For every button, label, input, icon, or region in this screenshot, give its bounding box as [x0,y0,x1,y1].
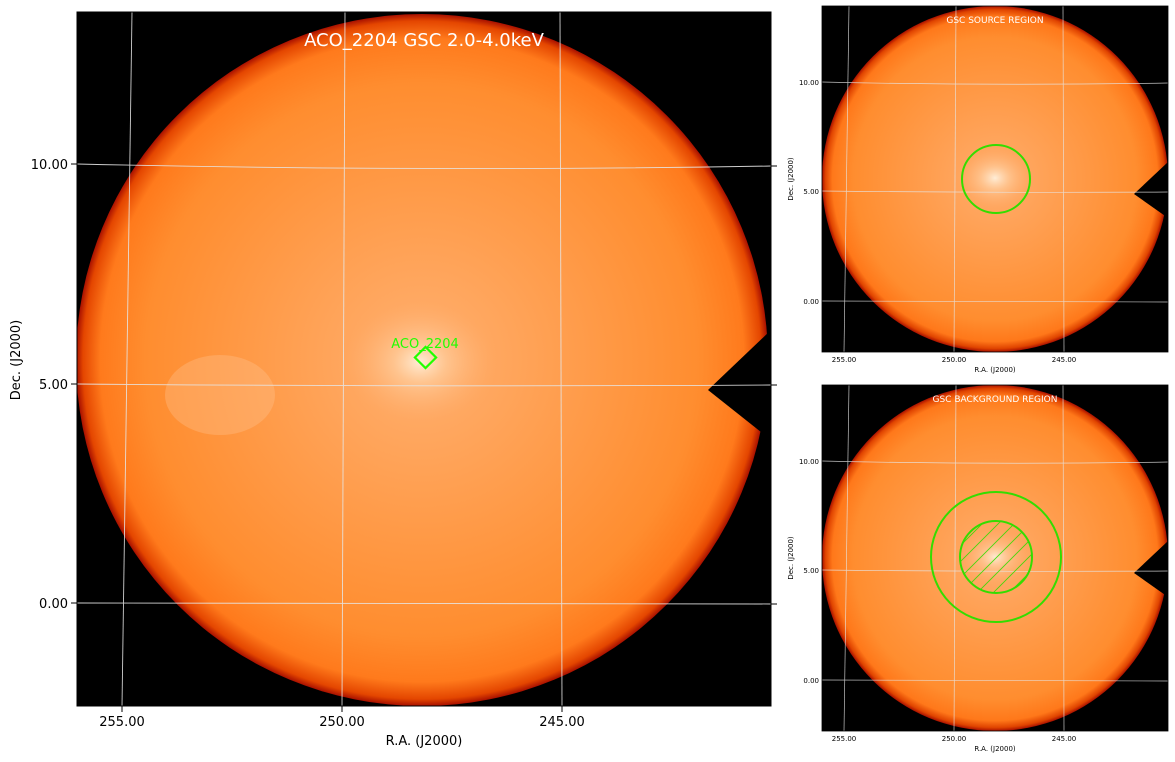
image-frame [76,11,772,707]
x-axis-label: R.A. (J2000) [386,734,463,749]
y-axis-label: Dec. (J2000) [787,536,795,580]
source-marker-diamond[interactable] [413,345,438,370]
background-annulus-inner[interactable] [959,520,1033,594]
x-tick-label: 255.00 [832,356,857,364]
background-region-panel: GSC BACKGROUND REGION 255.00 250.00 245.… [785,379,1175,758]
source-region-circle[interactable] [961,144,1031,214]
detector-notch [1134,162,1168,218]
x-tick-label: 250.00 [942,735,967,743]
x-tick-label: 245.00 [1052,735,1077,743]
y-tick-label: 5.00 [39,378,68,393]
detector-cut [1168,385,1175,731]
diffuse-emission [165,355,275,435]
image-frame [821,384,1169,732]
source-panel-title: GSC SOURCE REGION [946,16,1043,26]
background-annulus-outer[interactable] [930,491,1062,623]
main-image-svg: ACO_2204 ACO_2204 GSC 2.0-4.0keV 255.00 … [9,11,777,749]
source-region-svg: GSC SOURCE REGION 255.00 250.00 245.00 1… [787,5,1175,374]
x-tick-label: 245.00 [1052,356,1077,364]
cluster-emission [959,529,1031,585]
y-axis-label: Dec. (J2000) [787,157,795,201]
detector-cut [1168,6,1175,352]
main-image-title: ACO_2204 GSC 2.0-4.0keV [304,30,545,51]
x-tick-label: 250.00 [942,356,967,364]
background-region-svg: GSC BACKGROUND REGION 255.00 250.00 245.… [787,384,1175,753]
x-tick-label: 255.00 [832,735,857,743]
coordinate-grid [822,6,1168,352]
x-tick-label: 250.00 [319,715,365,730]
y-tick-label: 5.00 [803,188,819,196]
y-tick-label: 0.00 [39,597,68,612]
x-axis-label: R.A. (J2000) [974,366,1016,374]
coordinate-grid [77,12,771,706]
y-tick-label: 0.00 [803,298,819,306]
coordinate-grid [822,385,1168,731]
cluster-emission [957,148,1033,208]
y-axis-label: Dec. (J2000) [9,320,24,400]
detector-notch [1134,541,1168,597]
y-tick-label: 10.00 [799,79,819,87]
x-axis-label: R.A. (J2000) [974,745,1016,753]
y-tick-label: 10.00 [31,158,68,173]
main-image-panel: ACO_2204 ACO_2204 GSC 2.0-4.0keV 255.00 … [9,11,777,749]
source-region-panel: GSC SOURCE REGION 255.00 250.00 245.00 1… [785,0,1175,380]
source-marker-label: ACO_2204 [391,337,459,352]
x-tick-label: 245.00 [539,715,585,730]
x-tick-label: 255.00 [99,715,145,730]
axis-ticks [71,163,777,712]
y-tick-label: 0.00 [803,677,819,685]
y-tick-label: 10.00 [799,458,819,466]
image-frame [821,5,1169,353]
y-tick-label: 5.00 [803,567,819,575]
background-panel-title: GSC BACKGROUND REGION [933,395,1058,405]
